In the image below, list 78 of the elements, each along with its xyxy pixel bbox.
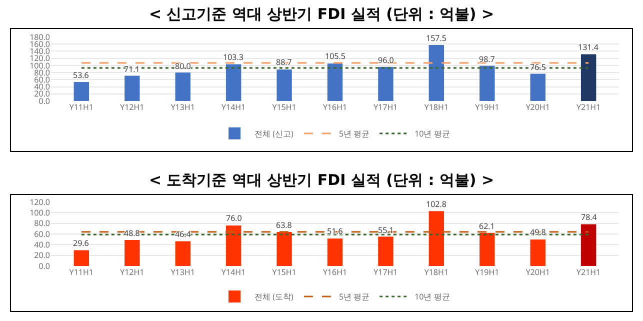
x-tick-label: Y14H1 [222,267,246,278]
bar [480,66,495,101]
bar [74,82,90,101]
x-tick-label: Y21H1 [576,267,601,278]
bar [580,54,596,101]
x-tick-label: Y11H1 [69,102,94,113]
x-tick-label: Y13H1 [170,102,195,113]
legend-label: 전체 (도착) [254,292,294,303]
legend-label: 10년 평균 [414,292,450,303]
x-tick-label: Y19H1 [475,267,500,278]
x-tick-label: Y13H1 [170,267,195,278]
text: 29.6 [73,238,89,249]
bar [530,74,546,101]
x-tick-label: Y18H1 [424,267,448,278]
text: 71.1 [124,64,140,75]
text: 105.5 [325,51,346,62]
bar [378,66,394,101]
legend-label: 5년 평균 [338,292,370,303]
x-tick-label: Y16H1 [322,267,348,278]
y-tick-label: 120.0 [30,196,50,208]
text: 96.0 [378,55,394,66]
y-tick-label: 0.0 [38,96,50,107]
bar [428,211,444,266]
y-tick-label: 40.0 [34,239,50,250]
x-tick-label: Y18H1 [424,102,448,113]
x-tick-label: Y20H1 [526,267,550,278]
bar [327,238,343,266]
bar [276,69,292,101]
bar [226,64,242,101]
legend-label: 5년 평균 [338,128,370,140]
bar [175,72,190,101]
text: 102.8 [426,199,446,210]
bar [276,232,292,266]
bar [480,232,495,266]
x-tick-label: Y17H1 [374,102,398,113]
bar [378,236,394,266]
text: 76.0 [226,213,242,224]
chart-title: < 도착기준 역대 상반기 FDI 실적 (단위 : 억불) > [148,170,496,191]
x-tick-label: Y11H1 [69,267,94,278]
text: 53.6 [73,70,89,81]
x-tick-label: Y14H1 [222,102,246,113]
y-tick-label: 80.0 [34,218,50,230]
text: 80.0 [175,61,191,72]
text: 76.5 [530,62,546,73]
text: 62.1 [479,221,495,232]
text: 157.5 [426,33,446,44]
x-tick-label: Y15H1 [272,102,296,113]
text: 98.7 [479,54,495,65]
legend-label: 10년 평균 [414,128,450,140]
text: 131.4 [578,42,598,53]
x-tick-label: Y15H1 [272,267,296,278]
bar [175,241,190,266]
bar [124,240,140,266]
text: 55.1 [378,225,394,236]
legend-label: 전체 (신고) [254,128,294,140]
x-tick-label: Y12H1 [120,102,144,113]
text: 63.8 [276,220,292,231]
x-tick-label: Y20H1 [526,102,550,113]
y-tick-label: 100.0 [30,207,50,218]
bar [428,45,444,101]
y-tick-label: 20.0 [34,250,50,262]
bar [124,76,140,101]
bar [530,239,546,266]
y-tick-label: 60.0 [34,228,50,240]
x-tick-label: Y21H1 [576,102,601,113]
y-tick-label: 0.0 [38,260,50,272]
x-tick-label: Y17H1 [374,267,398,278]
x-tick-label: Y16H1 [322,102,348,113]
x-tick-label: Y12H1 [120,267,144,278]
text: 103.3 [223,52,244,63]
bar [226,225,242,266]
text: 78.4 [581,212,597,223]
chart-title: < 신고기준 역대 상반기 FDI 실적 (단위 : 억불) > [148,4,496,25]
text: 46.4 [175,229,191,240]
bar [74,250,90,266]
bar [580,224,596,266]
bar [327,63,343,101]
x-tick-label: Y19H1 [475,102,500,113]
